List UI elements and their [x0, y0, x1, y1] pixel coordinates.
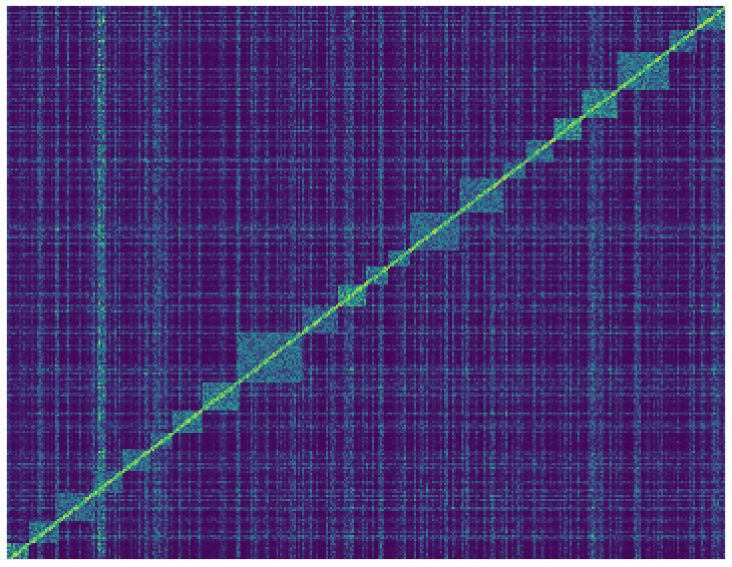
heatmap-cells: [7, 6, 725, 559]
heatmap-plot-area: [6, 5, 726, 560]
